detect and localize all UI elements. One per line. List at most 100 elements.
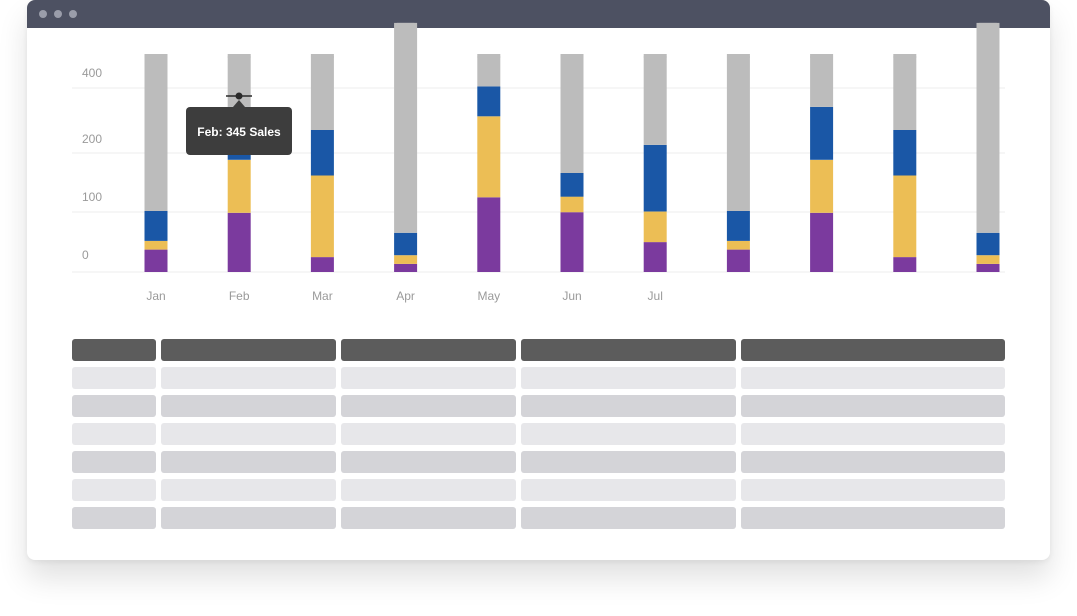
table-cell bbox=[161, 507, 336, 529]
y-tick-label: 100 bbox=[82, 190, 102, 204]
bar-segment[interactable] bbox=[893, 130, 917, 176]
bar-segment[interactable] bbox=[560, 196, 584, 213]
table-cell bbox=[341, 423, 516, 445]
bar-cap bbox=[810, 54, 834, 60]
table-cell bbox=[72, 367, 156, 389]
table-cell bbox=[72, 423, 156, 445]
bar-segment[interactable] bbox=[394, 232, 418, 256]
tooltip-box bbox=[186, 107, 292, 155]
bar-segment[interactable] bbox=[310, 130, 334, 176]
table-cell bbox=[741, 423, 1005, 445]
bar-segment[interactable] bbox=[643, 242, 667, 272]
x-tick-label: Feb bbox=[229, 289, 250, 303]
bar-segment[interactable] bbox=[144, 240, 168, 250]
table-cell bbox=[341, 395, 516, 417]
tooltip-marker-dot bbox=[235, 92, 243, 100]
bar-segment[interactable] bbox=[893, 175, 917, 258]
bar-segment[interactable] bbox=[560, 173, 584, 197]
table-cell bbox=[161, 479, 336, 501]
bar-segment[interactable] bbox=[893, 257, 917, 272]
bar-cap bbox=[144, 54, 168, 60]
table-header-cell bbox=[741, 339, 1005, 361]
bar-cap bbox=[560, 54, 584, 60]
table-cell bbox=[521, 367, 736, 389]
bar-cap bbox=[976, 22, 1000, 29]
x-tick-label: Jun bbox=[562, 289, 581, 303]
table-cell bbox=[521, 479, 736, 501]
table-cell bbox=[741, 395, 1005, 417]
bar-segment[interactable] bbox=[810, 54, 834, 107]
bar-segment[interactable] bbox=[310, 175, 334, 258]
bar-segment[interactable] bbox=[976, 263, 1000, 272]
table-cell bbox=[741, 479, 1005, 501]
bar-segment[interactable] bbox=[643, 54, 667, 145]
table-header-cell bbox=[161, 339, 336, 361]
table-cell bbox=[741, 507, 1005, 529]
bar-segment[interactable] bbox=[310, 54, 334, 130]
y-axis-labels: 0 100 200 400 bbox=[82, 66, 102, 262]
bar-segment[interactable] bbox=[477, 54, 501, 87]
bar-segment[interactable] bbox=[227, 54, 251, 107]
bar-cap bbox=[227, 54, 251, 60]
bar-segment[interactable] bbox=[976, 255, 1000, 264]
bar-segment[interactable] bbox=[726, 211, 750, 241]
table-cell bbox=[72, 507, 156, 529]
bar-segment[interactable] bbox=[227, 212, 251, 272]
table-cell bbox=[341, 367, 516, 389]
table-cell bbox=[521, 395, 736, 417]
y-tick-label: 400 bbox=[82, 66, 102, 80]
x-axis-labels: Jan Feb Mar Apr May Jun Jul bbox=[146, 289, 663, 303]
bar-segment[interactable] bbox=[477, 86, 501, 117]
tooltip-pointer bbox=[233, 100, 245, 107]
bar-segment[interactable] bbox=[726, 54, 750, 211]
bar-cap bbox=[893, 54, 917, 60]
minimize-dot-icon[interactable] bbox=[54, 10, 62, 18]
tooltip-text: Feb: 345 Sales bbox=[197, 125, 281, 139]
bar-segment[interactable] bbox=[726, 240, 750, 250]
bar-segment[interactable] bbox=[477, 116, 501, 198]
table-cell bbox=[72, 395, 156, 417]
bar-segment[interactable] bbox=[144, 249, 168, 272]
bar-segment[interactable] bbox=[394, 263, 418, 272]
bar-segment[interactable] bbox=[976, 232, 1000, 256]
table-cell bbox=[161, 395, 336, 417]
bar-segment[interactable] bbox=[893, 54, 917, 130]
bar-segment[interactable] bbox=[227, 159, 251, 213]
bar-segment[interactable] bbox=[810, 159, 834, 213]
bar-segment[interactable] bbox=[144, 211, 168, 241]
bar-segment[interactable] bbox=[560, 54, 584, 173]
table-cell bbox=[741, 451, 1005, 473]
table-cell bbox=[72, 479, 156, 501]
title-bar bbox=[27, 0, 1050, 28]
bar-segment[interactable] bbox=[310, 257, 334, 272]
bar-segment[interactable] bbox=[643, 211, 667, 243]
gridlines bbox=[72, 87, 1005, 273]
maximize-dot-icon[interactable] bbox=[69, 10, 77, 18]
bar-segment[interactable] bbox=[560, 212, 584, 272]
bar-segment[interactable] bbox=[643, 144, 667, 212]
bar-cap bbox=[394, 22, 418, 29]
x-tick-label: May bbox=[477, 289, 500, 303]
bar-segment[interactable] bbox=[976, 22, 1000, 233]
x-tick-label: Apr bbox=[396, 289, 415, 303]
y-tick-label: 0 bbox=[82, 248, 89, 262]
table-cell bbox=[521, 507, 736, 529]
y-tick-label: 200 bbox=[82, 132, 102, 146]
table-header-cell bbox=[341, 339, 516, 361]
bar-segment[interactable] bbox=[144, 54, 168, 211]
bar-cap bbox=[310, 54, 334, 60]
bar-segment[interactable] bbox=[477, 197, 501, 272]
table-cell bbox=[161, 423, 336, 445]
table-cell bbox=[741, 367, 1005, 389]
bar-segment[interactable] bbox=[394, 22, 418, 233]
table-cell bbox=[521, 423, 736, 445]
bar-segment[interactable] bbox=[810, 212, 834, 272]
bar-segment[interactable] bbox=[394, 255, 418, 264]
bar-segment[interactable] bbox=[810, 106, 834, 160]
tooltip: Feb: 345 Sales bbox=[186, 92, 292, 155]
bar-segment[interactable] bbox=[726, 249, 750, 272]
close-dot-icon[interactable] bbox=[39, 10, 47, 18]
table-cell bbox=[521, 451, 736, 473]
bar-cap bbox=[726, 54, 750, 60]
table-cell bbox=[341, 507, 516, 529]
